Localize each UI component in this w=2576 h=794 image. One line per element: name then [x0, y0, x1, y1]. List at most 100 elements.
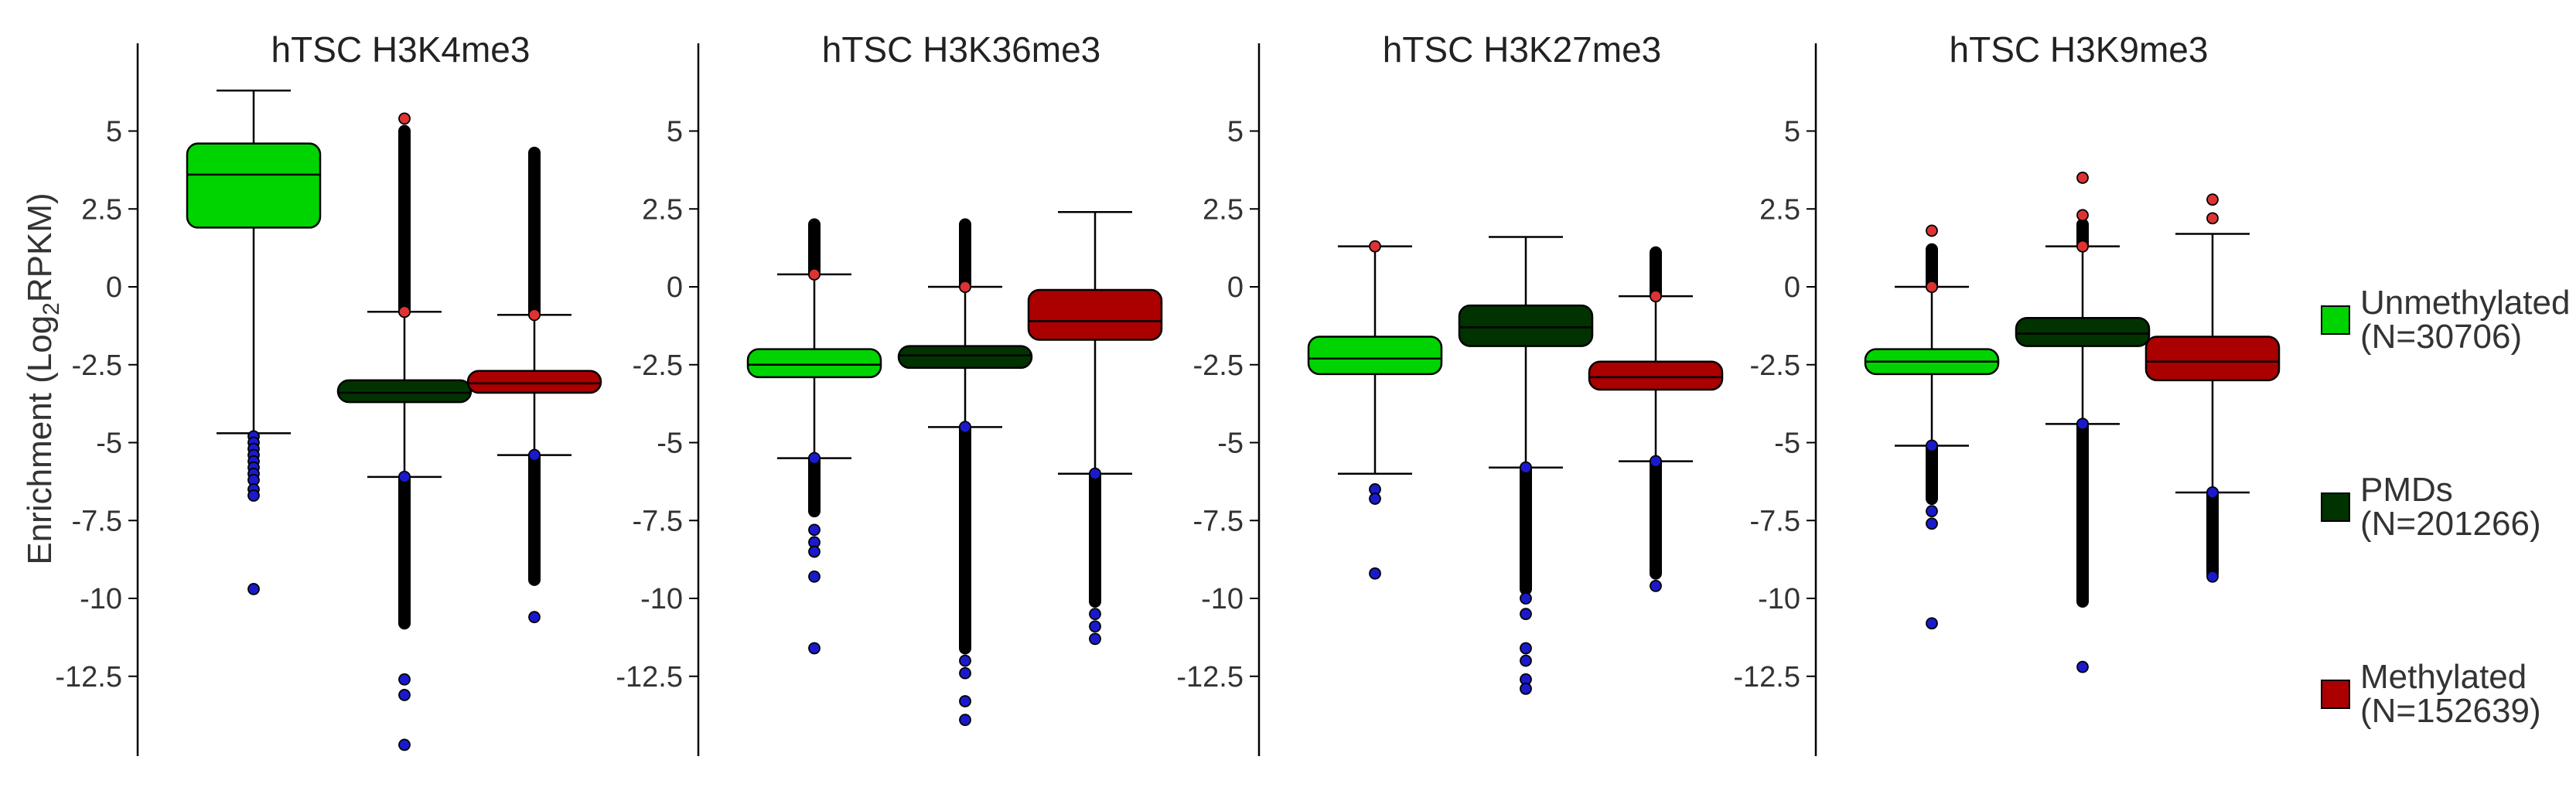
- legend-item-methylated: Methylated(N=152639): [2321, 658, 2541, 730]
- outlier-point: [1369, 492, 1381, 505]
- legend-count: (N=201266): [2360, 505, 2541, 543]
- outlier-point: [2076, 660, 2089, 673]
- panel-title: hTSC H3K36me3: [822, 29, 1101, 70]
- outlier-point: [959, 695, 971, 707]
- box-body: [897, 345, 1033, 370]
- outlier-point: [1650, 290, 1662, 302]
- box-methylated: [1027, 211, 1163, 646]
- y-tick-label: 2.5: [1203, 193, 1244, 226]
- legend-label: PMDs: [2360, 471, 2453, 509]
- outlier-point: [1089, 608, 1101, 621]
- legend-swatch: [2321, 305, 2350, 335]
- legend-item-pmds: PMDs(N=201266): [2321, 471, 2541, 543]
- y-tick-label: -7.5: [633, 505, 683, 537]
- box-body: [466, 370, 602, 394]
- legend-label: Unmethylated: [2360, 284, 2570, 322]
- outlier-point: [1520, 654, 1532, 667]
- outlier-point: [959, 421, 971, 434]
- outlier-point: [959, 654, 971, 667]
- box-unmethylated: [1864, 224, 2000, 630]
- outlier-point: [1520, 461, 1532, 474]
- y-tick-label: -2.5: [1750, 349, 1800, 382]
- y-tick-label: 0: [106, 271, 122, 304]
- y-tick-label: -7.5: [72, 505, 122, 537]
- box-pmds: [897, 218, 1033, 727]
- outlier-point: [1926, 617, 1938, 630]
- y-tick-label: 0: [1227, 271, 1244, 304]
- outlier-point: [2076, 209, 2089, 222]
- y-tick-label: 5: [106, 116, 122, 148]
- y-tick-label: -10: [640, 583, 683, 615]
- panel-title: hTSC H3K27me3: [1383, 29, 1662, 70]
- legend-swatch: [2321, 492, 2350, 522]
- outlier-point: [398, 471, 411, 483]
- outlier-point: [247, 489, 260, 502]
- box-pmds: [336, 112, 473, 751]
- box-pmds: [1458, 236, 1594, 695]
- outlier-point: [1926, 439, 1938, 452]
- y-tick-label: 2.5: [1759, 193, 1800, 226]
- outlier-point: [808, 570, 821, 583]
- y-axis-label-main: Enrichment (Log: [21, 315, 59, 565]
- y-tick-label: 2.5: [81, 193, 122, 226]
- outlier-point: [1650, 579, 1662, 592]
- box-body: [186, 142, 322, 229]
- panel-title: hTSC H3K9me3: [1950, 29, 2209, 70]
- outlier-point: [808, 452, 821, 465]
- outlier-point: [2076, 172, 2089, 184]
- outlier-point: [959, 666, 971, 680]
- y-tick-label: 5: [1784, 116, 1800, 148]
- outlier-point: [1089, 620, 1101, 633]
- outlier-point: [247, 583, 260, 595]
- y-tick-label: -7.5: [1750, 505, 1800, 537]
- box-body: [1027, 288, 1163, 341]
- box-body: [336, 379, 473, 404]
- outlier-point: [959, 714, 971, 727]
- outlier-point: [528, 611, 541, 624]
- y-tick-label: 5: [1227, 116, 1244, 148]
- box-body: [1588, 360, 1724, 391]
- outlier-point: [1520, 682, 1532, 695]
- y-tick-label: -12.5: [55, 661, 122, 693]
- y-tick-label: -10: [1758, 583, 1800, 615]
- y-tick-label: -5: [96, 428, 122, 460]
- outlier-point: [1520, 642, 1532, 655]
- outlier-point: [808, 523, 821, 537]
- outlier-point: [1369, 567, 1381, 580]
- box-unmethylated: [746, 218, 882, 655]
- panel-1: hTSC H3K36me3 5 2.5 0 -2.5 -5 -7.5 -10 -12.5: [616, 29, 1163, 756]
- y-tick-label: -12.5: [616, 661, 683, 693]
- outlier-point: [1089, 468, 1101, 480]
- y-axis-label-subscript: 2: [39, 302, 64, 315]
- outlier-point: [808, 642, 821, 655]
- outlier-point: [528, 448, 541, 462]
- outlier-point: [398, 673, 411, 686]
- outlier-point: [1926, 224, 1938, 237]
- outlier-point: [1926, 517, 1938, 530]
- y-tick-label: 0: [667, 271, 683, 304]
- y-axis-label-unit: RPKM): [21, 193, 59, 302]
- legend-count: (N=152639): [2360, 692, 2541, 730]
- outlier-point: [398, 305, 411, 318]
- legend-item-unmethylated: Unmethylated(N=30706): [2321, 284, 2570, 356]
- panel-3: hTSC H3K9me3 5 2.5 0 -2.5 -5 -7.5 -10 -12.5: [1733, 29, 2281, 756]
- outlier-point: [1089, 632, 1101, 646]
- y-tick-label: -10: [1201, 583, 1244, 615]
- y-tick-label: 2.5: [642, 193, 683, 226]
- y-tick-label: -12.5: [1733, 661, 1800, 693]
- y-tick-label: -5: [1217, 428, 1244, 460]
- legend-count: (N=30706): [2360, 318, 2522, 356]
- box-body: [1458, 304, 1594, 347]
- outlier-point: [528, 308, 541, 322]
- outlier-point: [1369, 240, 1381, 253]
- y-tick-label: -10: [80, 583, 122, 615]
- outlier-point: [2206, 486, 2219, 499]
- panel-title: hTSC H3K4me3: [271, 29, 531, 70]
- outlier-point: [808, 545, 821, 558]
- box-methylated: [1588, 246, 1724, 592]
- y-tick-label: -2.5: [633, 349, 683, 382]
- outlier-point: [2206, 212, 2219, 225]
- outlier-point: [398, 112, 411, 125]
- outlier-point: [398, 689, 411, 701]
